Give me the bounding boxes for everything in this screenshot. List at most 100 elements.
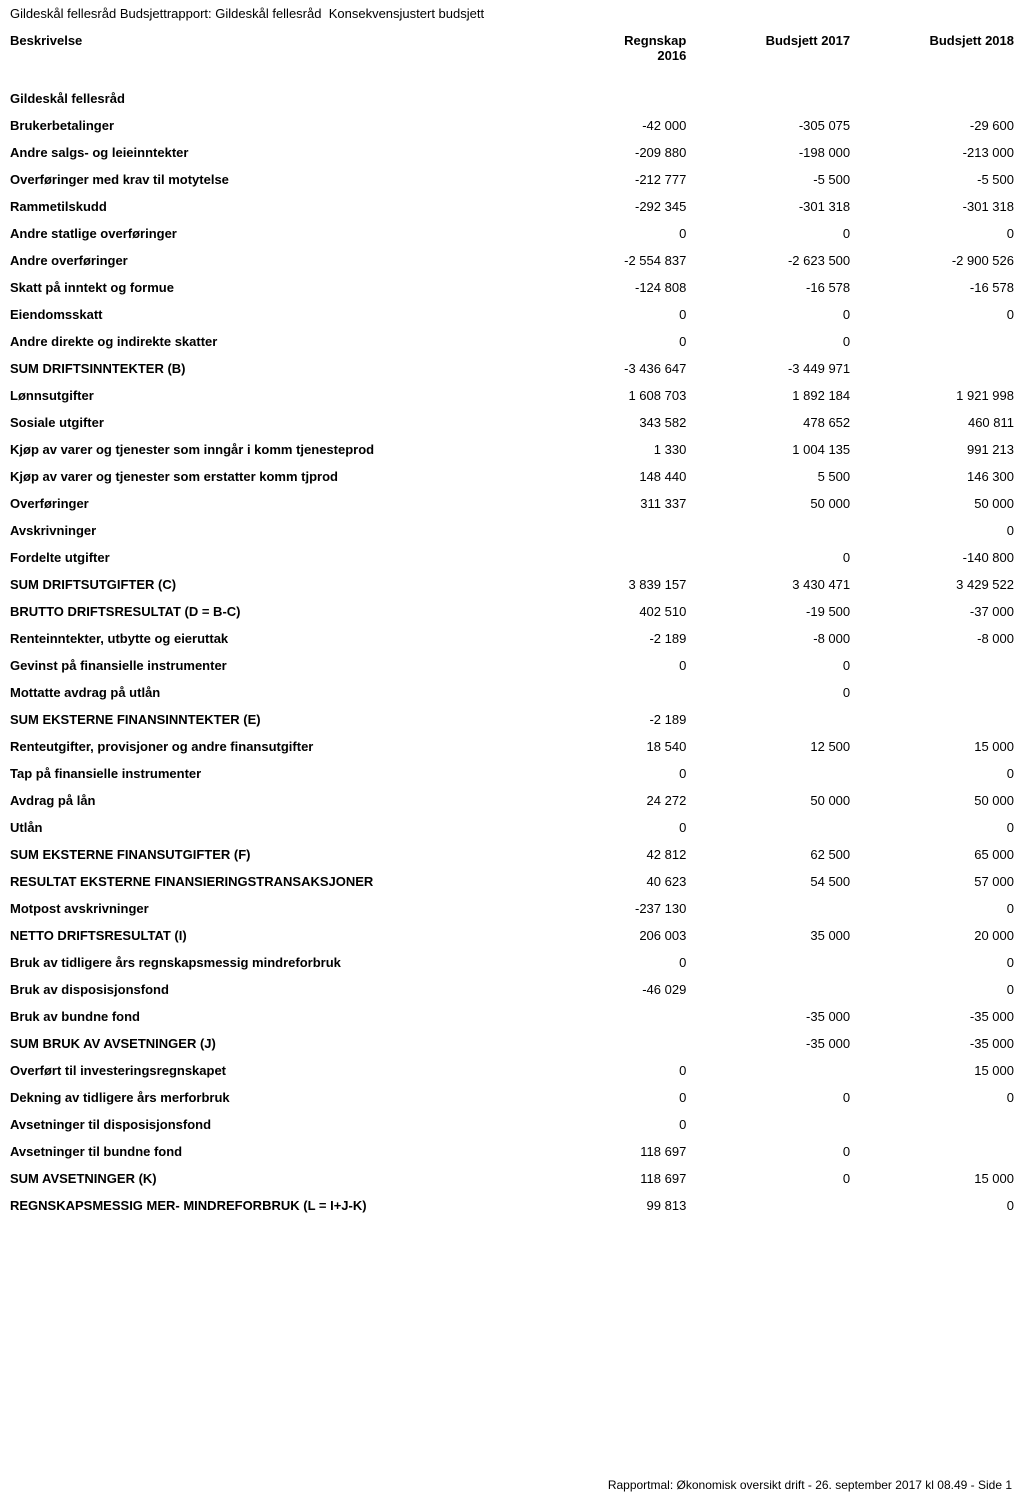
table-row: SUM EKSTERNE FINANSUTGIFTER (F)42 81262 … bbox=[0, 841, 1024, 868]
table-row: NETTO DRIFTSRESULTAT (I)206 00335 00020 … bbox=[0, 922, 1024, 949]
row-label: Andre overføringer bbox=[0, 247, 532, 274]
report-header: Gildeskål fellesråd Budsjettrapport: Gil… bbox=[0, 0, 1024, 25]
row-value-c3: 0 bbox=[860, 1084, 1024, 1111]
row-value-c1: 0 bbox=[532, 1084, 696, 1111]
row-value-c3: -16 578 bbox=[860, 274, 1024, 301]
row-label: Kjøp av varer og tjenester som inngår i … bbox=[0, 436, 532, 463]
row-value-c2 bbox=[696, 1111, 860, 1138]
row-value-c1: 24 272 bbox=[532, 787, 696, 814]
row-value-c2: 35 000 bbox=[696, 922, 860, 949]
row-value-c1: 0 bbox=[532, 301, 696, 328]
row-value-c3: -35 000 bbox=[860, 1003, 1024, 1030]
row-value-c3: 0 bbox=[860, 517, 1024, 544]
table-row: Andre statlige overføringer000 bbox=[0, 220, 1024, 247]
row-label: Overført til investeringsregnskapet bbox=[0, 1057, 532, 1084]
row-value-c2: -35 000 bbox=[696, 1030, 860, 1057]
row-value-c2: 1 892 184 bbox=[696, 382, 860, 409]
table-row: Lønnsutgifter1 608 7031 892 1841 921 998 bbox=[0, 382, 1024, 409]
row-value-c3: -37 000 bbox=[860, 598, 1024, 625]
report-footer: Rapportmal: Økonomisk oversikt drift - 2… bbox=[608, 1478, 1012, 1492]
row-label: SUM DRIFTSINNTEKTER (B) bbox=[0, 355, 532, 382]
row-value-c3: -301 318 bbox=[860, 193, 1024, 220]
table-row: Avsetninger til disposisjonsfond0 bbox=[0, 1111, 1024, 1138]
row-value-c2 bbox=[696, 1192, 860, 1219]
table-row: Rammetilskudd-292 345-301 318-301 318 bbox=[0, 193, 1024, 220]
row-value-c3: 0 bbox=[860, 220, 1024, 247]
row-value-c3: 15 000 bbox=[860, 1165, 1024, 1192]
row-value-c2: -35 000 bbox=[696, 1003, 860, 1030]
table-row: Kjøp av varer og tjenester som erstatter… bbox=[0, 463, 1024, 490]
section-title-row: Gildeskål fellesråd bbox=[0, 71, 1024, 112]
table-row: Renteinntekter, utbytte og eieruttak-2 1… bbox=[0, 625, 1024, 652]
table-body: Gildeskål fellesråd Brukerbetalinger-42 … bbox=[0, 71, 1024, 1219]
row-value-c3 bbox=[860, 328, 1024, 355]
row-value-c3: 3 429 522 bbox=[860, 571, 1024, 598]
row-value-c3: 0 bbox=[860, 814, 1024, 841]
row-value-c1: -124 808 bbox=[532, 274, 696, 301]
row-value-c3: -2 900 526 bbox=[860, 247, 1024, 274]
row-value-c2 bbox=[696, 1057, 860, 1084]
row-value-c3: 0 bbox=[860, 949, 1024, 976]
budget-table: Beskrivelse Regnskap 2016 Budsjett 2017 … bbox=[0, 25, 1024, 1219]
row-value-c2 bbox=[696, 976, 860, 1003]
table-row: REGNSKAPSMESSIG MER- MINDREFORBRUK (L = … bbox=[0, 1192, 1024, 1219]
row-label: Sosiale utgifter bbox=[0, 409, 532, 436]
row-value-c3: 50 000 bbox=[860, 490, 1024, 517]
row-value-c1: -42 000 bbox=[532, 112, 696, 139]
row-value-c3: 146 300 bbox=[860, 463, 1024, 490]
header-report-label: Budsjettrapport: bbox=[120, 6, 212, 21]
header-report-name: Gildeskål fellesråd bbox=[215, 6, 321, 21]
row-value-c3: 991 213 bbox=[860, 436, 1024, 463]
row-value-c1: 0 bbox=[532, 652, 696, 679]
row-value-c2: -16 578 bbox=[696, 274, 860, 301]
row-value-c3 bbox=[860, 1138, 1024, 1165]
row-value-c3: 57 000 bbox=[860, 868, 1024, 895]
row-label: Dekning av tidligere års merforbruk bbox=[0, 1084, 532, 1111]
row-value-c2 bbox=[696, 814, 860, 841]
row-value-c1: -2 554 837 bbox=[532, 247, 696, 274]
row-label: Fordelte utgifter bbox=[0, 544, 532, 571]
row-label: RESULTAT EKSTERNE FINANSIERINGSTRANSAKSJ… bbox=[0, 868, 532, 895]
row-value-c3 bbox=[860, 1111, 1024, 1138]
row-value-c3: 0 bbox=[860, 976, 1024, 1003]
row-value-c3: 15 000 bbox=[860, 1057, 1024, 1084]
row-value-c3: -29 600 bbox=[860, 112, 1024, 139]
row-value-c3 bbox=[860, 652, 1024, 679]
row-label: Utlån bbox=[0, 814, 532, 841]
row-value-c1: 148 440 bbox=[532, 463, 696, 490]
row-value-c1: 3 839 157 bbox=[532, 571, 696, 598]
row-value-c3: -8 000 bbox=[860, 625, 1024, 652]
table-row: Bruk av bundne fond-35 000-35 000 bbox=[0, 1003, 1024, 1030]
row-label: REGNSKAPSMESSIG MER- MINDREFORBRUK (L = … bbox=[0, 1192, 532, 1219]
table-row: Andre overføringer-2 554 837-2 623 500-2… bbox=[0, 247, 1024, 274]
row-label: Kjøp av varer og tjenester som erstatter… bbox=[0, 463, 532, 490]
table-row: Andre direkte og indirekte skatter00 bbox=[0, 328, 1024, 355]
row-value-c2: -2 623 500 bbox=[696, 247, 860, 274]
row-value-c3 bbox=[860, 679, 1024, 706]
row-value-c2: -8 000 bbox=[696, 625, 860, 652]
row-value-c2: 50 000 bbox=[696, 490, 860, 517]
row-label: Bruk av tidligere års regnskapsmessig mi… bbox=[0, 949, 532, 976]
row-label: Motpost avskrivninger bbox=[0, 895, 532, 922]
table-row: Renteutgifter, provisjoner og andre fina… bbox=[0, 733, 1024, 760]
row-value-c2: -3 449 971 bbox=[696, 355, 860, 382]
row-value-c2 bbox=[696, 895, 860, 922]
row-label: Gevinst på finansielle instrumenter bbox=[0, 652, 532, 679]
table-row: Bruk av tidligere års regnskapsmessig mi… bbox=[0, 949, 1024, 976]
row-value-c2: 0 bbox=[696, 1165, 860, 1192]
table-row: Avskrivninger0 bbox=[0, 517, 1024, 544]
table-row: Overføringer med krav til motytelse-212 … bbox=[0, 166, 1024, 193]
row-value-c1: 118 697 bbox=[532, 1165, 696, 1192]
row-value-c1: 0 bbox=[532, 760, 696, 787]
row-value-c3: 0 bbox=[860, 895, 1024, 922]
table-row: Brukerbetalinger-42 000-305 075-29 600 bbox=[0, 112, 1024, 139]
row-value-c3: 460 811 bbox=[860, 409, 1024, 436]
row-value-c1: 99 813 bbox=[532, 1192, 696, 1219]
row-label: Lønnsutgifter bbox=[0, 382, 532, 409]
row-value-c1: -237 130 bbox=[532, 895, 696, 922]
row-value-c1: 0 bbox=[532, 949, 696, 976]
row-value-c1 bbox=[532, 544, 696, 571]
row-value-c2: 12 500 bbox=[696, 733, 860, 760]
row-value-c1 bbox=[532, 1030, 696, 1057]
table-row: Avsetninger til bundne fond118 6970 bbox=[0, 1138, 1024, 1165]
